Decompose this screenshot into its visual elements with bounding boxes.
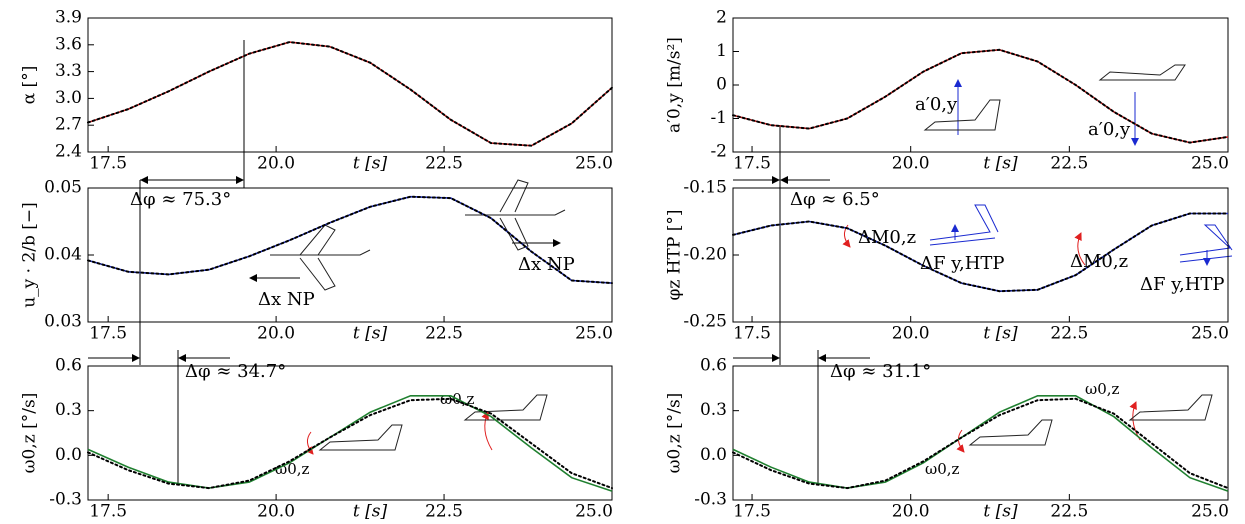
data-line — [87, 41, 613, 147]
y-tick-label: 0.3 — [55, 400, 82, 420]
data-line — [87, 41, 613, 147]
phase-label: Δφ ≈ 75.3° — [130, 189, 231, 210]
annotation: ω0,z — [925, 460, 960, 478]
x-axis-label: t [s] — [983, 502, 1018, 522]
annotation: ΔM0,z — [1070, 251, 1128, 272]
x-axis-label: t [s] — [353, 324, 388, 344]
x-tick-label: 25.0 — [1191, 154, 1229, 174]
y-axis-label: u_y · 2/b [−] — [20, 202, 40, 308]
x-tick-label: 22.5 — [425, 502, 463, 522]
y-axis-label: ω0,z [°/s] — [20, 393, 40, 474]
x-tick-label: 25.0 — [575, 324, 613, 344]
data-line — [87, 397, 613, 490]
panel: -0.25 -0.20 -0.15 17.5 20.0 22.5 25.0 t [s] φz H… — [665, 178, 1229, 344]
x-tick-label: 20.0 — [892, 502, 930, 522]
annotation: ΔM0,z — [858, 227, 916, 248]
x-tick-label: 17.5 — [733, 502, 771, 522]
x-tick-label: 20.0 — [892, 154, 930, 174]
y-tick-label: 1 — [716, 41, 727, 61]
data-line — [87, 195, 613, 285]
plot-frame — [732, 365, 1229, 501]
x-tick-label: 17.5 — [733, 324, 771, 344]
data-line — [732, 397, 1229, 490]
x-tick-label: 22.5 — [1050, 154, 1088, 174]
aircraft-sketches — [270, 64, 1233, 451]
y-tick-label: -0.3 — [49, 490, 82, 510]
phase-markers — [88, 40, 1211, 485]
x-tick-label: 17.5 — [89, 324, 127, 344]
x-tick-label: 22.5 — [1050, 324, 1088, 344]
y-tick-label: 3.3 — [55, 61, 82, 81]
panel: -0.3 0.0 0.3 0.6 17.5 20.0 22.5 25.0 t [s] ω0,z [… — [665, 356, 1229, 522]
panel: 0.03 0.04 0.05 17.5 20.0 22.5 25.0 t [s] u_y · 2… — [20, 178, 613, 344]
x-tick-label: 25.0 — [1191, 502, 1229, 522]
data-line — [732, 48, 1229, 144]
y-axis-label: a′0,y [m/s²] — [665, 37, 685, 133]
x-axis-label: t [s] — [353, 502, 388, 522]
x-tick-label: 20.0 — [257, 154, 295, 174]
data-line — [87, 394, 613, 492]
y-tick-label: 0.6 — [700, 356, 727, 376]
y-tick-label: 0.0 — [700, 445, 727, 465]
y-axis-label: ω0,z [°/s] — [665, 393, 685, 474]
y-tick-label: 0 — [716, 75, 727, 95]
x-tick-label: 25.0 — [575, 154, 613, 174]
x-tick-label: 17.5 — [89, 502, 127, 522]
y-tick-label: -1 — [710, 108, 727, 128]
y-tick-label: 2.7 — [55, 115, 82, 135]
panel: -2 -1 0 1 2 17.5 20.0 22.5 25.0 t [s] a′0,y [m/s²] — [665, 8, 1229, 174]
y-tick-label: 0.03 — [44, 312, 82, 332]
x-tick-label: 17.5 — [733, 154, 771, 174]
annotation: ΔF y,HTP — [1140, 274, 1225, 295]
annotation: ΔF y,HTP — [920, 253, 1005, 274]
x-tick-label: 17.5 — [89, 154, 127, 174]
phase-label: Δφ ≈ 34.7° — [185, 361, 286, 382]
y-tick-label: 3.9 — [55, 8, 82, 28]
panel: -0.3 0.0 0.3 0.6 17.5 20.0 22.5 25.0 t [s] ω0,z [… — [20, 356, 613, 522]
y-tick-label: 2 — [716, 8, 727, 28]
y-tick-label: 3.0 — [55, 88, 82, 108]
phase-label: Δφ ≈ 31.1° — [830, 361, 931, 382]
plot-frame — [732, 17, 1229, 153]
y-tick-label: 0.6 — [55, 356, 82, 376]
x-tick-label: 22.5 — [425, 154, 463, 174]
y-tick-label: 0.0 — [55, 445, 82, 465]
y-tick-label: 0.3 — [700, 400, 727, 420]
plot-frame — [87, 365, 613, 501]
y-tick-label: 3.6 — [55, 34, 82, 54]
x-axis-label: t [s] — [353, 154, 388, 174]
y-tick-label: -0.25 — [683, 312, 727, 332]
data-line — [732, 394, 1229, 492]
annotation: Δx NP — [518, 254, 575, 275]
annotation: ω0,z — [1085, 380, 1120, 398]
y-tick-label: 0.05 — [44, 178, 82, 198]
annotation: Δx NP — [258, 289, 315, 310]
data-line — [732, 212, 1229, 293]
x-tick-label: 20.0 — [257, 502, 295, 522]
y-tick-label: -0.15 — [683, 178, 727, 198]
x-tick-label: 25.0 — [1191, 324, 1229, 344]
y-tick-label: -0.3 — [694, 490, 727, 510]
annotation: a′0,y — [915, 94, 958, 115]
y-axis-label: φz HTP [°] — [665, 209, 685, 300]
annotation: a′0,y — [1088, 119, 1131, 140]
x-tick-label: 22.5 — [425, 324, 463, 344]
phase-label: Δφ ≈ 6.5° — [790, 189, 880, 210]
x-tick-label: 25.0 — [575, 502, 613, 522]
x-axis-label: t [s] — [983, 324, 1018, 344]
x-axis-label: t [s] — [983, 154, 1018, 174]
y-tick-label: 2.4 — [55, 142, 82, 162]
panel: 2.4 2.7 3.0 3.3 3.6 3.9 17.5 20.0 22.5 25.0 t [s] α… — [20, 8, 613, 174]
annotation: ω0,z — [275, 460, 310, 478]
plot-frame — [87, 17, 613, 153]
x-tick-label: 22.5 — [1050, 502, 1088, 522]
y-tick-label: -2 — [710, 142, 727, 162]
y-axis-label: α [°] — [20, 66, 40, 105]
x-tick-label: 20.0 — [257, 324, 295, 344]
y-tick-label: -0.20 — [683, 245, 727, 265]
y-tick-label: 0.04 — [44, 245, 82, 265]
x-tick-label: 20.0 — [892, 324, 930, 344]
